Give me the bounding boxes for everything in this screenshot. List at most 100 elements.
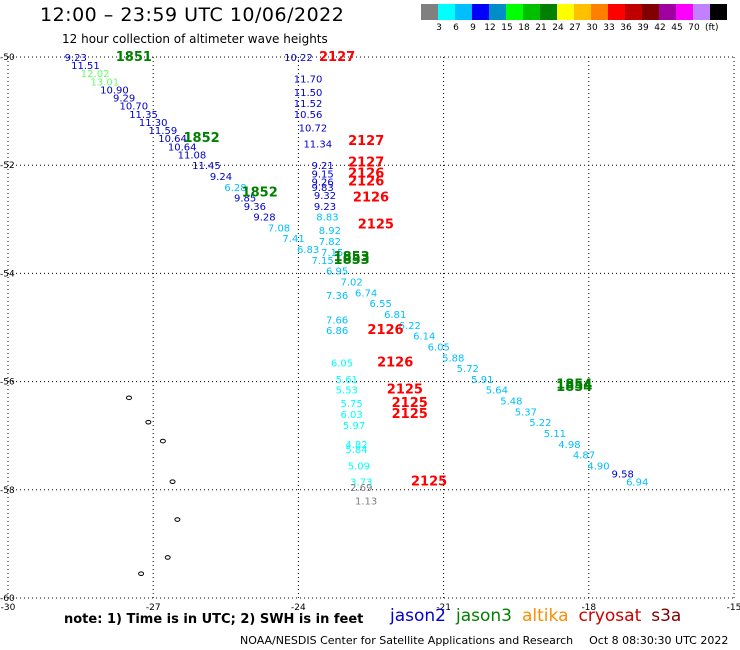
data-point-cryosat: 6.05 xyxy=(331,359,353,370)
data-point-jason2: 12.02 xyxy=(81,69,110,80)
legend-label: 70 xyxy=(688,23,700,33)
data-point-jason2: 6.81 xyxy=(384,310,406,321)
data-point-cryosat: 11.50 xyxy=(294,88,323,99)
pass-label: 1854 xyxy=(556,380,592,395)
legend-swatch xyxy=(608,4,625,20)
pass-label: 1854 xyxy=(556,377,592,392)
legend-swatch xyxy=(489,4,506,20)
data-point-jason2: 11.35 xyxy=(129,110,158,121)
pass-label: 2126 xyxy=(353,191,389,206)
legend-label: 42 xyxy=(654,23,666,33)
island-outline xyxy=(126,395,132,401)
legend-label: 12 xyxy=(484,23,496,33)
data-point-cryosat: 5.53 xyxy=(336,386,358,397)
data-point-jason2: 6.95 xyxy=(326,267,348,278)
data-point-layer: 9.2311.5112.0213.0110.909.2910.7011.3511… xyxy=(65,53,649,508)
x-tick-label: -15 xyxy=(727,603,740,613)
data-point-jason2: 5.22 xyxy=(529,418,551,429)
legend-label: 27 xyxy=(569,23,581,33)
legend-swatch xyxy=(557,4,574,20)
data-point-jason2: 11.59 xyxy=(149,126,178,137)
pass-label: 1851 xyxy=(116,50,152,65)
legend-swatch xyxy=(523,4,540,20)
data-point-cryosat: 5.75 xyxy=(341,399,363,410)
legend-label: 18 xyxy=(518,23,530,33)
data-point-jason2: 5.64 xyxy=(486,386,508,397)
x-tick-label: -18 xyxy=(581,603,596,613)
legend-swatch xyxy=(421,4,438,20)
data-point-jason2: 6.55 xyxy=(370,299,392,310)
y-tick-label: -52 xyxy=(0,161,15,171)
data-point-cryosat: 8.92 xyxy=(319,226,341,237)
island-outline xyxy=(159,438,166,444)
data-point-jason2: 6.83 xyxy=(297,245,319,256)
legend-swatch xyxy=(642,4,659,20)
data-point-cryosat: 10.22 xyxy=(284,53,313,64)
pass-label: 1852 xyxy=(242,185,278,200)
x-tick-label: -24 xyxy=(291,603,306,613)
pass-label: 2125 xyxy=(387,383,423,398)
data-point-jason2: 7.15 xyxy=(311,256,333,267)
data-point-jason2: 9.36 xyxy=(244,202,266,213)
legend-swatch xyxy=(710,4,727,20)
data-point-cryosat: 6.86 xyxy=(326,326,348,337)
data-point-jason2: 7.08 xyxy=(268,223,290,234)
y-tick-label: -54 xyxy=(0,269,15,279)
data-point-cryosat: 1.13 xyxy=(355,497,377,508)
data-point-jason2: 4.98 xyxy=(558,440,580,451)
island-outline xyxy=(164,555,171,560)
data-point-cryosat: 5.97 xyxy=(343,421,365,432)
island-outline xyxy=(145,419,152,425)
data-point-jason2: 5.72 xyxy=(457,364,479,375)
data-point-cryosat: 9.15 xyxy=(311,169,333,180)
legend-unit: (ft) xyxy=(705,23,719,33)
data-point-cryosat: 11.52 xyxy=(294,99,323,110)
pass-label: 2127 xyxy=(348,134,384,149)
legend-swatch xyxy=(540,4,557,20)
data-point-cryosat: 10.72 xyxy=(299,123,328,134)
legend-swatch xyxy=(693,4,710,20)
legend-label: 6 xyxy=(453,23,459,33)
legend-label: 45 xyxy=(671,23,683,33)
data-point-jason2: 9.28 xyxy=(253,213,275,224)
data-point-jason2: 13.01 xyxy=(90,77,119,88)
data-point-jason2: 6.14 xyxy=(413,332,435,343)
island-layer xyxy=(126,395,181,576)
legend-swatch xyxy=(472,4,489,20)
legend-label: 21 xyxy=(535,23,547,33)
data-point-jason2: 7.41 xyxy=(282,234,304,245)
data-point-jason2: 9.24 xyxy=(210,172,232,183)
data-point-cryosat: 9.21 xyxy=(311,161,333,172)
legend-swatch xyxy=(506,4,523,20)
satellite-s3a: s3a xyxy=(651,606,682,626)
data-point-jason2: 6.94 xyxy=(626,478,648,489)
data-point-jason2: 5.91 xyxy=(471,375,493,386)
pass-label: 2125 xyxy=(392,396,428,411)
data-point-cryosat: 5.09 xyxy=(348,461,370,472)
data-point-cryosat: 8.83 xyxy=(316,213,338,224)
legend-label: 15 xyxy=(501,23,513,33)
data-point-jason2: 6.28 xyxy=(224,183,246,194)
data-point-jason2: 10.64 xyxy=(158,134,187,145)
data-point-jason2: 9.85 xyxy=(234,194,256,205)
data-point-jason2: 9.29 xyxy=(113,94,135,105)
legend-label: 39 xyxy=(637,23,649,33)
pass-label: 2126 xyxy=(377,356,413,371)
data-point-jason2: 6.05 xyxy=(428,342,450,353)
chart-subtitle: 12 hour collection of altimeter wave hei… xyxy=(62,32,328,46)
legend-swatch xyxy=(438,4,455,20)
data-point-jason2: 11.30 xyxy=(139,118,168,129)
satellite-legend: jason2 jason3 altika cryosat s3a xyxy=(390,606,691,626)
data-point-jason2: 11.08 xyxy=(178,150,207,161)
data-point-cryosat: 6.03 xyxy=(341,410,363,421)
data-point-cryosat: 5.84 xyxy=(345,445,367,456)
data-point-jason2: 5.11 xyxy=(544,429,566,440)
pass-label-layer: 1851185218521853185318541854212721272127… xyxy=(116,50,593,490)
footer-note: note: 1) Time is in UTC; 2) SWH is in fe… xyxy=(64,612,364,627)
legend-label: 36 xyxy=(620,23,632,33)
x-tick-label: -30 xyxy=(1,603,16,613)
satellite-jason2: jason2 xyxy=(390,606,446,626)
data-point-jason2: 5.37 xyxy=(515,407,537,418)
pass-label: 2126 xyxy=(348,166,384,181)
